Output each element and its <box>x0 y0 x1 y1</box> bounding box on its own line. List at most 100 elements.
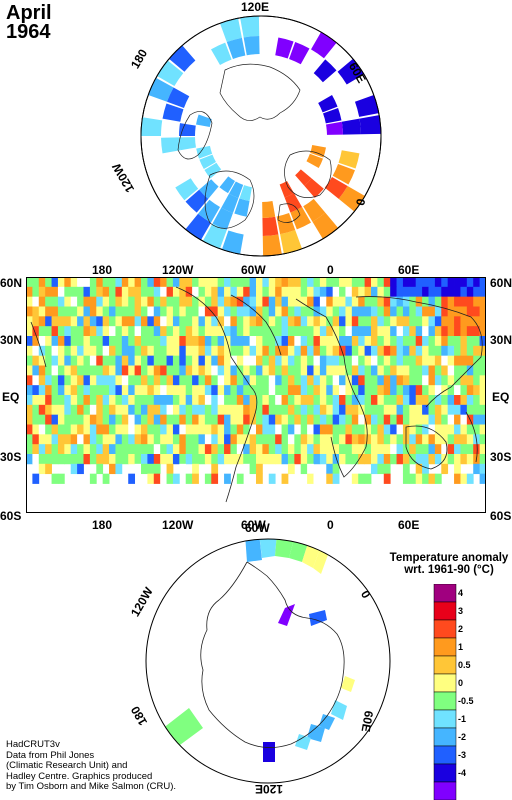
grid-cell <box>64 345 72 357</box>
grid-cell <box>339 336 346 347</box>
grid-cell <box>351 444 359 455</box>
grid-cell <box>32 434 40 445</box>
grid-cell <box>224 424 231 435</box>
grid-cell <box>351 306 359 317</box>
grid-cell <box>409 424 417 435</box>
grid-cell <box>134 463 142 475</box>
grid-cell <box>275 404 282 416</box>
grid-cell <box>172 385 180 396</box>
grid-cell <box>134 414 142 425</box>
grid-cell <box>345 444 353 455</box>
grid-cell <box>121 355 129 366</box>
grid-cell <box>390 326 397 337</box>
grid-cell <box>434 365 442 376</box>
polar-cell <box>262 201 276 218</box>
polar-cell <box>324 177 348 199</box>
grid-cell <box>77 336 84 347</box>
grid-cell <box>211 444 219 455</box>
grid-cell <box>313 316 321 327</box>
grid-cell <box>428 444 436 455</box>
grid-cell <box>422 473 429 484</box>
grid-cell <box>192 395 199 406</box>
grid-cell <box>160 473 167 484</box>
grid-cell <box>236 444 244 455</box>
grid-cell <box>179 296 187 307</box>
grid-cell <box>300 286 308 298</box>
grid-cell <box>211 345 219 357</box>
grid-cell <box>345 424 353 435</box>
grid-cell <box>409 414 417 425</box>
grid-cell <box>268 385 276 396</box>
grid-cell <box>351 355 359 366</box>
grid-cell <box>454 296 461 307</box>
grid-cell <box>249 345 257 357</box>
grid-cell <box>377 414 385 425</box>
grid-cell <box>300 306 308 317</box>
grid-cell <box>441 414 449 425</box>
grid-cell <box>96 444 104 455</box>
grid-cell <box>77 306 84 317</box>
grid-cell <box>428 365 436 376</box>
grid-cell <box>434 414 442 425</box>
grid-cell <box>134 454 142 465</box>
grid-cell <box>134 316 142 327</box>
grid-cell <box>415 286 423 298</box>
grid-cell <box>454 444 461 455</box>
polar-cell <box>219 18 242 43</box>
grid-cell <box>294 336 302 347</box>
grid-cell <box>102 326 110 337</box>
grid-cell <box>115 336 123 347</box>
grid-cell <box>102 424 110 435</box>
north-polar-map <box>140 15 382 257</box>
grid-cell <box>70 345 78 357</box>
grid-cell <box>185 434 193 445</box>
grid-cell <box>134 385 142 396</box>
grid-cell <box>192 326 199 337</box>
grid-cell <box>217 404 225 416</box>
grid-cell <box>230 434 238 445</box>
grid-cell <box>64 414 72 425</box>
grid-cell <box>179 277 187 288</box>
grid-cell <box>211 296 219 307</box>
grid-cell <box>364 434 372 445</box>
grid-cell <box>51 365 59 376</box>
grid-cell <box>230 404 238 416</box>
grid-cell <box>243 454 251 465</box>
legend-swatch <box>433 727 457 747</box>
grid-cell <box>179 375 187 386</box>
grid-cell <box>415 277 423 288</box>
grid-cell <box>281 434 289 445</box>
grid-cell <box>211 375 219 386</box>
grid-cell <box>185 345 193 357</box>
grid-cell <box>179 444 187 455</box>
grid-cell <box>172 375 180 386</box>
grid-cell <box>26 355 33 366</box>
grid-cell <box>275 286 282 298</box>
grid-cell <box>96 434 104 445</box>
grid-cell <box>447 404 455 416</box>
grid-cell <box>64 395 72 406</box>
grid-cell <box>339 277 346 288</box>
grid-cell <box>466 316 474 327</box>
grid-cell <box>345 454 353 465</box>
grid-cell <box>224 365 231 376</box>
grid-cell <box>236 395 244 406</box>
grid-cell <box>102 296 110 307</box>
grid-cell <box>236 414 244 425</box>
grid-cell <box>230 444 238 455</box>
grid-cell <box>224 473 231 484</box>
grid-cell <box>51 473 59 484</box>
grid-cell <box>211 385 219 396</box>
grid-cell <box>236 424 244 435</box>
grid-cell <box>89 473 97 484</box>
grid-cell <box>479 306 486 317</box>
grid-cell <box>249 355 257 366</box>
grid-cell <box>198 404 206 416</box>
grid-cell <box>364 296 372 307</box>
grid-cell <box>351 277 359 288</box>
grid-cell <box>287 345 295 357</box>
grid-cell <box>236 277 244 288</box>
grid-cell <box>390 345 397 357</box>
grid-cell <box>198 454 206 465</box>
grid-cell <box>268 296 276 307</box>
